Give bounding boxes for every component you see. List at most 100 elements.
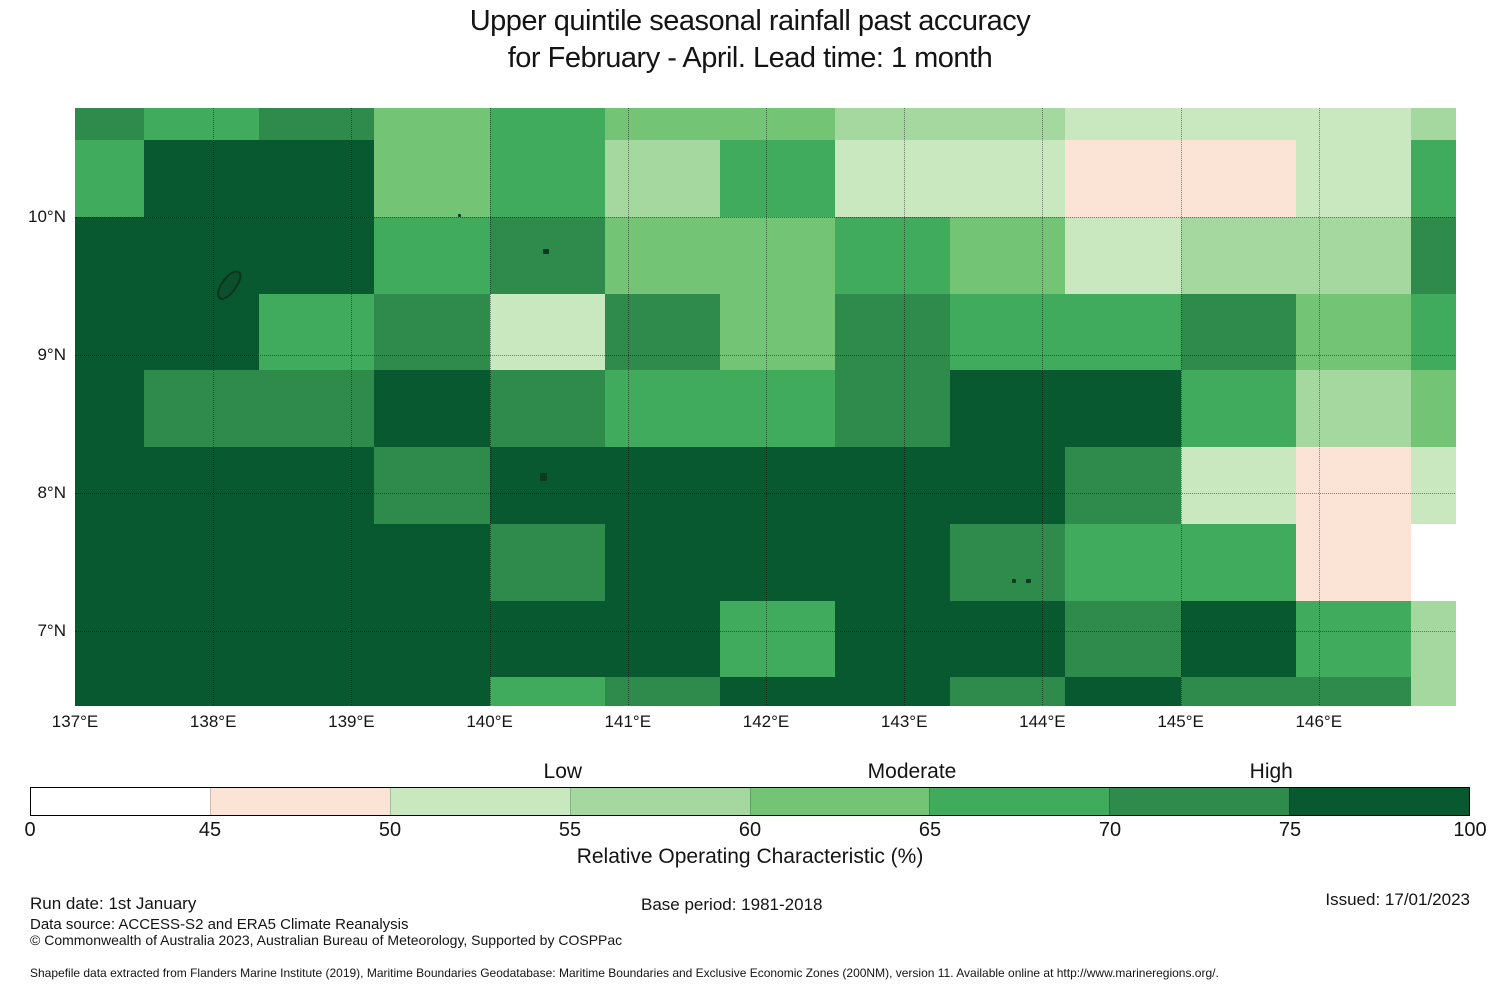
map-cell <box>604 216 721 295</box>
map-cell <box>144 293 260 371</box>
map-cell <box>1295 447 1412 525</box>
map-cell <box>1410 293 1456 371</box>
map-cell <box>950 370 1067 448</box>
x-tick-label: 141°E <box>604 712 652 731</box>
map-cell <box>374 677 491 706</box>
map-cell <box>719 216 836 295</box>
map-cell <box>1410 677 1456 706</box>
map-cell <box>374 447 491 525</box>
map-cell <box>144 108 260 141</box>
map-cell <box>1065 108 1182 141</box>
map-cell <box>1180 677 1297 706</box>
colorbar-segment <box>929 788 1110 815</box>
heatmap-plot-area <box>75 108 1456 706</box>
map-cell <box>1065 139 1182 218</box>
map-cell <box>489 139 606 218</box>
map-cell <box>835 677 951 706</box>
map-cell <box>374 523 491 602</box>
colorbar-tick-label: 50 <box>378 819 402 841</box>
x-tick-label: 139°E <box>328 712 375 731</box>
base-period-text: Base period: 1981-2018 <box>641 895 823 914</box>
map-cell <box>604 293 721 371</box>
chart-title-line-1: Upper quintile seasonal rainfall past ac… <box>469 5 1031 37</box>
map-cell <box>835 108 951 141</box>
gridline <box>75 631 1455 633</box>
map-cell <box>144 447 260 525</box>
map-cell <box>374 216 491 295</box>
map-cell <box>719 108 836 141</box>
colorbar-tick-label: 60 <box>738 819 762 841</box>
colorbar-tick-label: 75 <box>1278 819 1302 841</box>
map-cell <box>259 523 376 602</box>
map-cell <box>950 108 1067 141</box>
island-mark <box>458 214 461 217</box>
map-cell <box>1180 600 1297 678</box>
map-cell <box>489 108 606 141</box>
map-cell <box>1410 600 1456 678</box>
colorbar-axis-label: Relative Operating Characteristic (%) <box>576 845 924 868</box>
map-cell <box>719 523 836 602</box>
map-cell <box>950 600 1067 678</box>
map-cell <box>604 370 721 448</box>
map-cell <box>1295 370 1412 448</box>
issued-date-text: Issued: 17/01/2023 <box>1325 890 1470 909</box>
run-date-text: Run date: 1st January <box>30 894 197 913</box>
data-source-text: Data source: ACCESS-S2 and ERA5 Climate … <box>30 916 409 933</box>
colorbar-tick-label: 55 <box>558 819 582 841</box>
map-cell <box>489 216 606 295</box>
colorbar-segment <box>1109 788 1290 815</box>
x-tick-label: 144°E <box>1019 712 1066 731</box>
x-tick-label: 142°E <box>742 712 790 731</box>
map-cell <box>719 370 836 448</box>
map-cell <box>719 447 836 525</box>
map-cell <box>835 216 951 295</box>
map-cell <box>1065 600 1182 678</box>
map-cell <box>835 293 951 371</box>
map-cell <box>374 108 491 141</box>
map-cell <box>1410 216 1456 295</box>
map-cell <box>835 370 951 448</box>
map-cell <box>75 108 145 141</box>
chart-title-line-2: for February - April. Lead time: 1 month <box>507 42 993 74</box>
map-cell <box>1065 216 1182 295</box>
map-cell <box>259 293 376 371</box>
gridline <box>1042 108 1044 705</box>
colorbar-segment <box>31 788 210 815</box>
colorbar-tick-label: 100 <box>1453 819 1487 841</box>
gridline <box>351 108 353 705</box>
map-cell <box>374 370 491 448</box>
colorbar-segment <box>569 788 750 815</box>
map-cell <box>144 523 260 602</box>
colorbar-tick-label: 70 <box>1098 819 1122 841</box>
map-cell <box>144 600 260 678</box>
x-tick-label: 140°E <box>466 712 513 731</box>
gridline <box>766 108 767 705</box>
map-cell <box>1295 139 1412 218</box>
map-cell <box>1180 447 1297 525</box>
map-cell <box>835 139 951 218</box>
map-cell <box>75 216 145 295</box>
gridline <box>1318 108 1320 705</box>
map-cell <box>604 677 721 706</box>
map-cell <box>259 108 376 141</box>
map-cell <box>144 677 260 706</box>
map-cell <box>259 370 376 448</box>
map-cell <box>1065 370 1182 448</box>
shapefile-attribution-text: Shapefile data extracted from Flanders M… <box>30 966 1219 980</box>
map-cell <box>1295 216 1412 295</box>
map-cell <box>75 447 145 525</box>
map-cell <box>1410 370 1456 448</box>
map-cell <box>950 216 1067 295</box>
x-tick-label: 143°E <box>880 712 928 731</box>
gridline <box>904 108 906 705</box>
map-cell <box>374 293 491 371</box>
map-cell <box>489 447 606 525</box>
colorbar-category-label: High <box>1249 760 1293 783</box>
gridline <box>213 108 215 705</box>
map-cell <box>604 523 721 602</box>
map-cell <box>835 600 951 678</box>
y-tick-label: 10°N <box>28 206 66 226</box>
map-cell <box>489 600 606 678</box>
map-cell <box>1410 523 1456 602</box>
map-cell <box>1180 523 1297 602</box>
